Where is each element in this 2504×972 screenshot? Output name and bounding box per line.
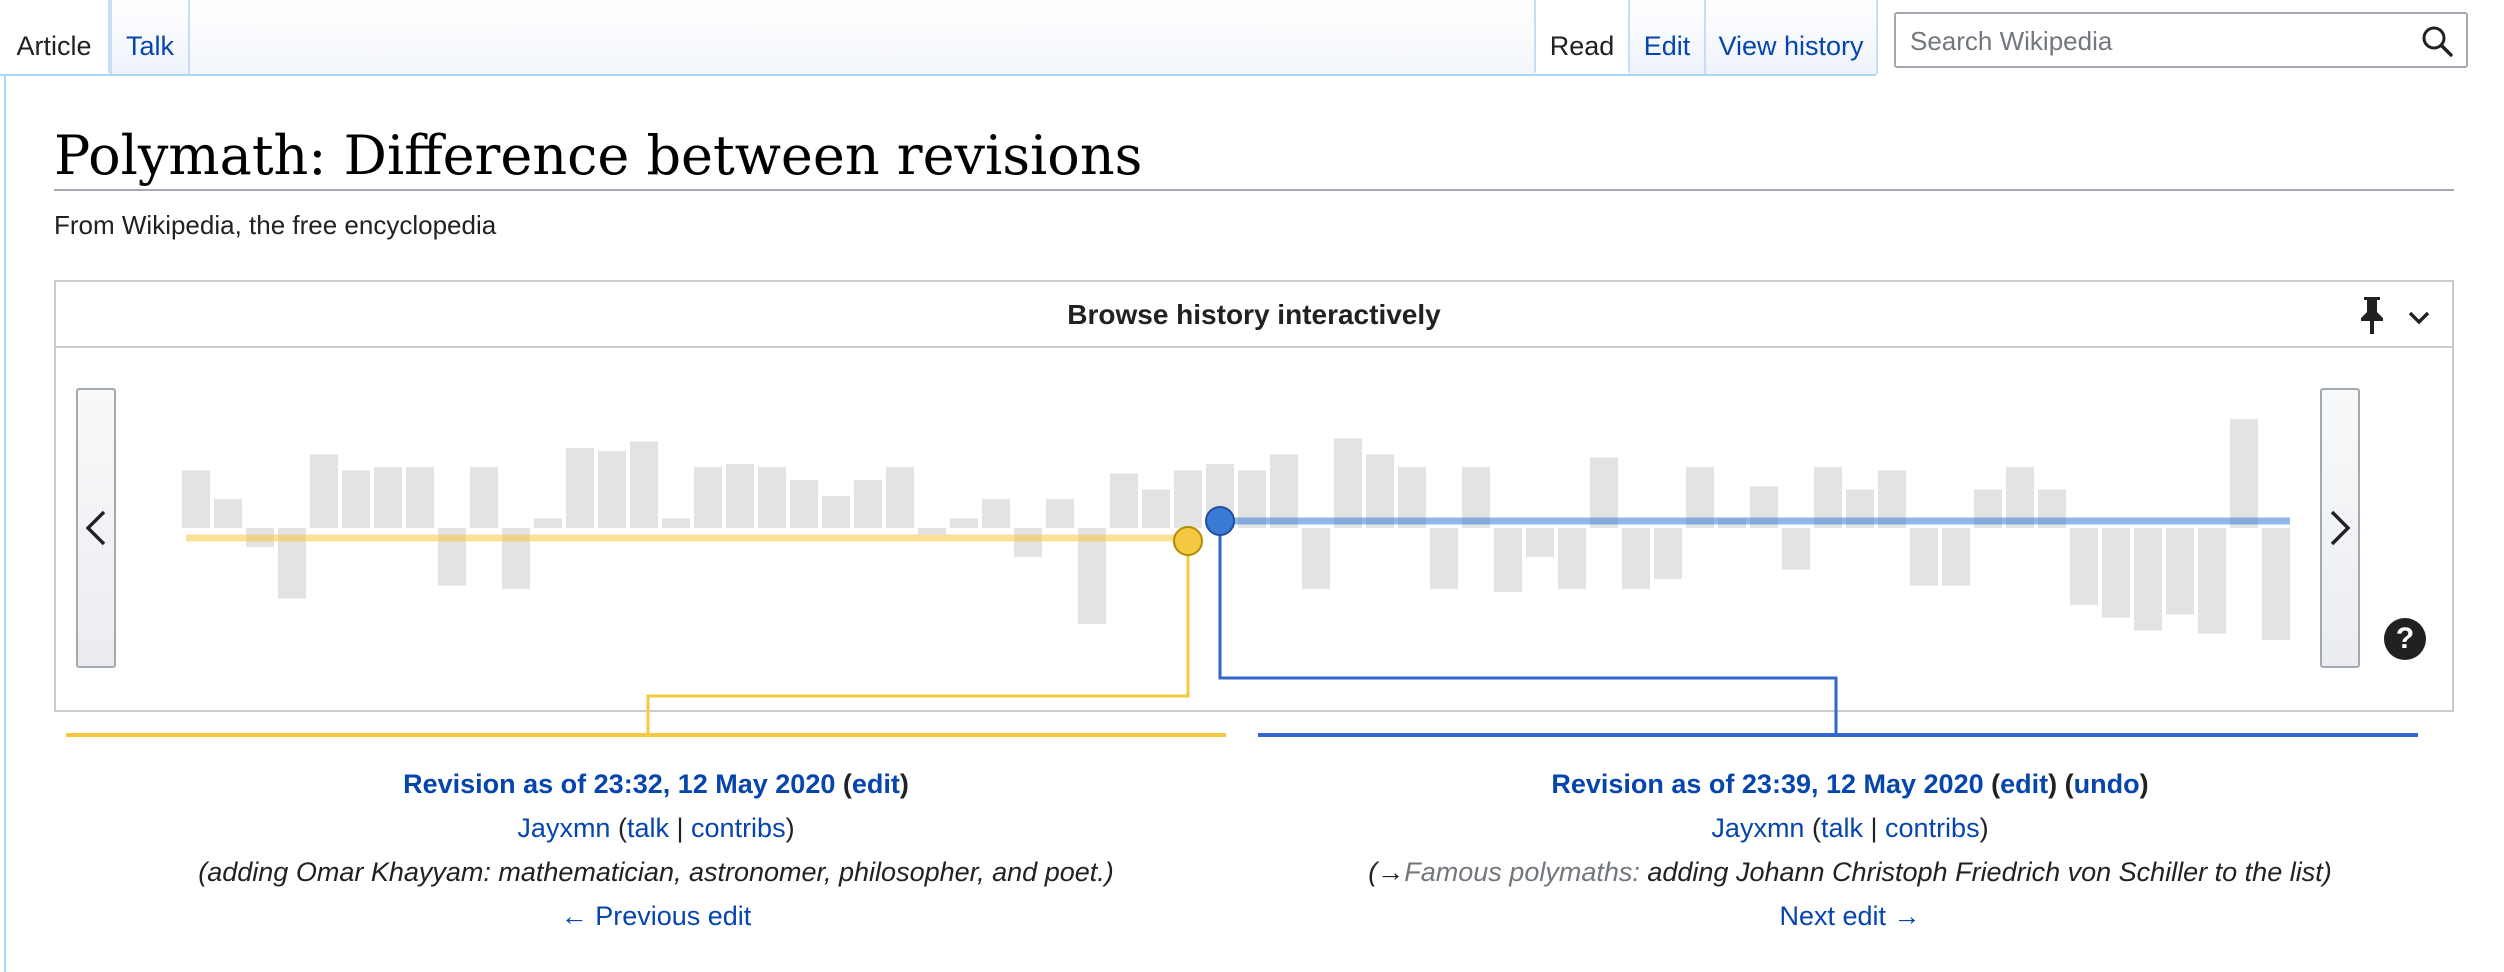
- newer-undo-link[interactable]: undo: [2073, 769, 2140, 799]
- tabbar-left-background: [0, 0, 1534, 76]
- summary-section-link[interactable]: Famous polymaths:: [1404, 857, 1640, 887]
- newer-revision-link[interactable]: Revision as of 23:39, 12 May 2020: [1551, 769, 1984, 799]
- top-navigation: Article Talk Read Edit View history: [0, 0, 2504, 76]
- previous-edit-link[interactable]: ← Previous edit: [560, 901, 752, 931]
- older-revision-user: Jayxmn (talk | contribs): [76, 806, 1236, 850]
- page-title: Polymath: Difference between revisions: [54, 124, 1143, 187]
- paren-open: (: [1811, 813, 1821, 843]
- content-frame: [4, 76, 2500, 972]
- history-browser-title: Browse history interactively: [1067, 299, 1441, 330]
- separator: |: [1863, 813, 1886, 843]
- paren-close: ): [1979, 813, 1989, 843]
- separator: |: [669, 813, 692, 843]
- tab-edit[interactable]: Edit: [1630, 0, 1706, 74]
- newer-talk-link[interactable]: talk: [1820, 813, 1863, 843]
- tab-read[interactable]: Read: [1534, 0, 1630, 74]
- older-revision-header: Revision as of 23:32, 12 May 2020 (edit): [76, 762, 1236, 806]
- summary-text: adding Johann Christoph Friedrich von Sc…: [1639, 857, 2332, 887]
- newer-contribs-link[interactable]: contribs: [1885, 813, 1980, 843]
- summary-arrow: (→: [1368, 857, 1405, 887]
- paren-open: (: [1991, 769, 2001, 799]
- site-tagline: From Wikipedia, the free encyclopedia: [54, 210, 497, 240]
- newer-user-link[interactable]: Jayxmn: [1711, 813, 1805, 843]
- scroll-right-button[interactable]: [2320, 388, 2360, 668]
- pin-icon[interactable]: [2352, 294, 2392, 336]
- scroll-left-button[interactable]: [76, 388, 116, 668]
- newer-edit-link[interactable]: edit: [2000, 769, 2049, 799]
- tab-view-history[interactable]: View history: [1706, 0, 1878, 74]
- help-button[interactable]: ?: [2384, 618, 2426, 660]
- newer-revision-header: Revision as of 23:39, 12 May 2020 (edit)…: [1270, 762, 2430, 806]
- paren-close: ): [785, 813, 795, 843]
- paren-open: (: [2064, 769, 2074, 799]
- chevron-right-icon: [2330, 510, 2351, 546]
- older-talk-link[interactable]: talk: [626, 813, 669, 843]
- older-edit-summary: (adding Omar Khayyam: mathematician, ast…: [198, 857, 1114, 887]
- tab-article[interactable]: Article: [0, 0, 110, 74]
- newer-revision-user: Jayxmn (talk | contribs): [1270, 806, 2430, 850]
- newer-revision-info: Revision as of 23:39, 12 May 2020 (edit)…: [1270, 762, 2430, 938]
- chevron-left-icon: [85, 510, 106, 546]
- older-user-link[interactable]: Jayxmn: [517, 813, 611, 843]
- history-browser-header[interactable]: Browse history interactively: [56, 282, 2452, 348]
- paren-close: ): [2139, 769, 2149, 799]
- paren-close: ): [899, 769, 909, 799]
- paren-open: (: [617, 813, 627, 843]
- tab-talk[interactable]: Talk: [110, 0, 190, 74]
- next-edit-link[interactable]: Next edit →: [1779, 901, 1921, 931]
- older-edit-link[interactable]: edit: [851, 769, 900, 799]
- search-input[interactable]: [1908, 20, 2392, 62]
- title-divider: [54, 189, 2454, 191]
- paren-close: ): [2048, 769, 2058, 799]
- older-revision-info: Revision as of 23:32, 12 May 2020 (edit)…: [76, 762, 1236, 938]
- chevron-down-icon[interactable]: [2404, 302, 2434, 332]
- newer-edit-summary: (→Famous polymaths: adding Johann Christ…: [1270, 850, 2430, 894]
- search-box[interactable]: [1894, 12, 2468, 68]
- history-browser-panel: Browse history interactively ?: [54, 280, 2454, 712]
- paren-open: (: [842, 769, 852, 799]
- older-contribs-link[interactable]: contribs: [691, 813, 786, 843]
- search-icon[interactable]: [2420, 24, 2454, 58]
- older-revision-link[interactable]: Revision as of 23:32, 12 May 2020: [403, 769, 836, 799]
